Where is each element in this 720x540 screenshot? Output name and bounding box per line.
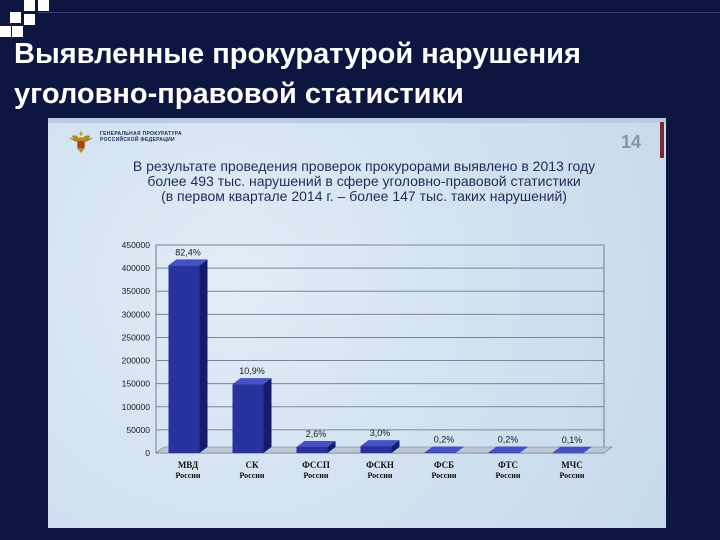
org-name-line-1: ГЕНЕРАЛЬНАЯ ПРОКУРАТУРА [100,131,182,137]
bar-top [168,259,208,266]
bar-top [360,440,400,447]
plot-frame [155,244,605,454]
slide-title-line-1: Выявленные прокуратурой нарушения [14,38,581,70]
data-label: 0,2% [498,435,519,445]
bar-side [263,378,272,453]
data-label: 2,6% [306,429,327,439]
x-tick-label: ФССП [302,460,330,470]
x-tick-label: России [303,471,328,480]
subtitle-line-1: В результате проведения проверок прокуро… [132,158,596,174]
bar [424,452,456,454]
data-label: 10,9% [239,366,265,376]
bar-side [327,440,336,453]
data-label: 82,4% [175,247,201,257]
subtitle-line-2: более 493 тыс. нарушений в сфере уголовн… [147,173,581,189]
bar-side [391,440,400,453]
y-tick-label: 250000 [122,332,151,342]
bar-top [232,378,272,385]
y-tick-label: 0 [145,448,150,458]
data-label: 0,1% [562,435,583,445]
bar-top [552,446,592,453]
x-tick-label: России [367,471,392,480]
x-tick-label: России [559,471,584,480]
org-name-line-2: РОССИЙСКОЙ ФЕДЕРАЦИИ [100,137,175,143]
chart-panel: ГЕНЕРАЛЬНАЯ ПРОКУРАТУРА РОССИЙСКОЙ ФЕДЕР… [48,118,666,528]
bar [360,446,392,453]
y-tick-label: 350000 [122,286,151,296]
slide-title-line-2: уголовно-правовой статистики [14,78,464,110]
x-tick-label: России [495,471,520,480]
bar-side [583,446,592,453]
bar [296,446,328,453]
y-tick-label: 200000 [122,356,151,366]
x-tick-label: ФСБ [434,460,454,470]
decorative-squares [0,0,60,40]
y-tick-label: 100000 [122,402,151,412]
x-tick-label: России [431,471,456,480]
header-rule [38,12,720,23]
y-tick-label: 400000 [122,263,151,273]
chart-subtitle: В результате проведения проверок прокуро… [84,159,644,204]
bar-top [296,440,336,447]
y-tick-label: 300000 [122,309,151,319]
bar-top [424,446,464,453]
panel-stripe [48,118,666,123]
slide-title: Выявленные прокуратурой нарушения уголов… [14,34,714,114]
page-number: 14 [621,132,642,152]
bar-top [488,446,528,453]
y-tick-label: 150000 [122,379,151,389]
bar [488,452,520,454]
bar [552,452,584,454]
bar-side [455,446,464,453]
bar-chart: 0 50000 100000 150000 200000 250000 300000 3500… [122,240,613,480]
bar [232,384,264,453]
bar-side [199,259,208,453]
x-tick-label: России [175,471,200,480]
subtitle-line-3: (в первом квартале 2014 г. – более 147 т… [161,188,567,204]
x-tick-label: ФТС [498,460,518,470]
y-tick-label: 50000 [126,425,150,435]
x-tick-label: СК [245,460,258,470]
x-tick-label: МЧС [561,460,583,470]
x-tick-label: ФСКН [366,460,394,470]
y-tick-label: 450000 [122,240,151,250]
org-name: ГЕНЕРАЛЬНАЯ ПРОКУРАТУРА РОССИЙСКОЙ ФЕДЕР… [100,131,182,143]
x-tick-label: России [239,471,264,480]
x-tick-label: МВД [178,460,199,470]
data-label: 3,0% [370,428,391,438]
double-headed-eagle-icon [69,131,93,153]
bar-side [519,446,528,453]
data-label: 0,2% [434,435,455,445]
bar [168,265,200,453]
page-number-accent [660,122,664,158]
